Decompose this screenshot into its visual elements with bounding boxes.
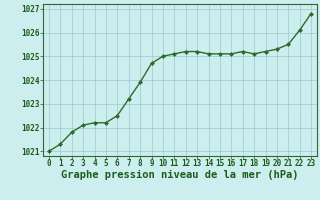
X-axis label: Graphe pression niveau de la mer (hPa): Graphe pression niveau de la mer (hPa) [61,170,299,180]
